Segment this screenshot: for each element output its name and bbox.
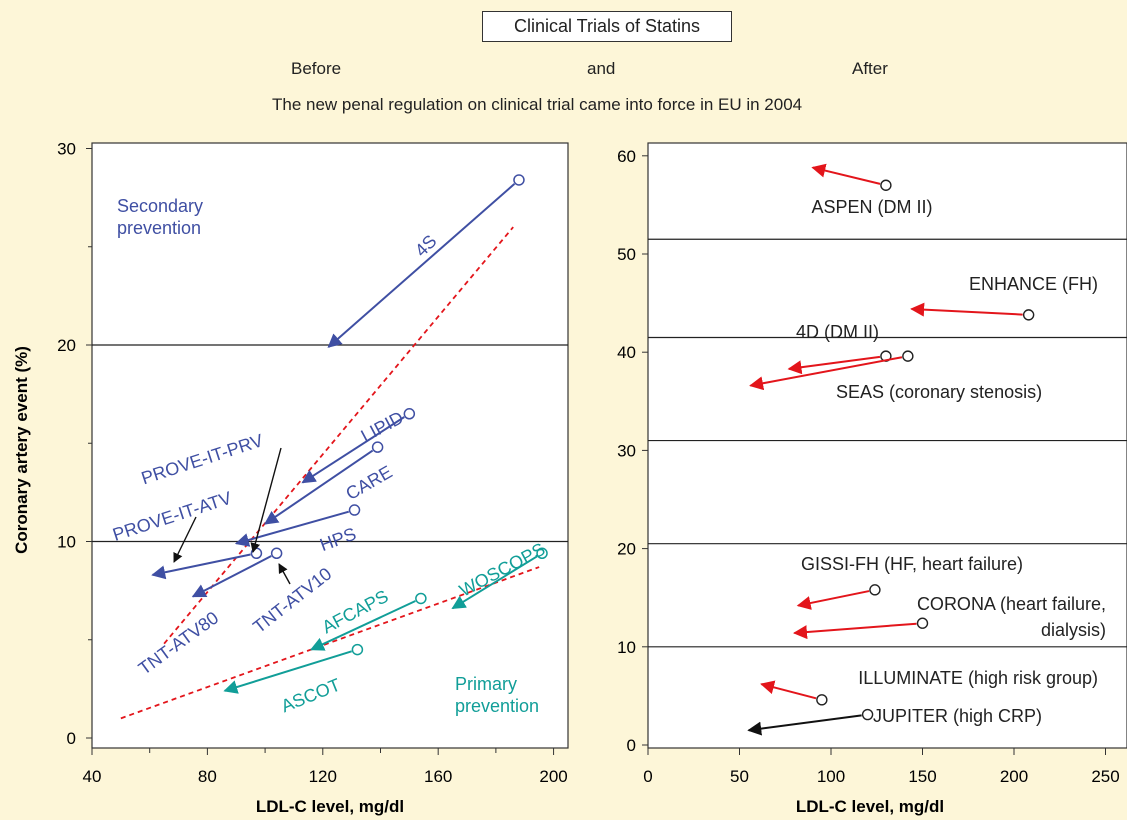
y-tick-label: 10: [57, 533, 76, 552]
x-tick-label: 150: [908, 767, 936, 786]
x-tick-label: 160: [424, 767, 452, 786]
trial-arrow: [327, 183, 516, 348]
label-pointer-arrow: [250, 447, 282, 553]
fit-line-secondary: [163, 226, 514, 645]
trial-point: [536, 547, 548, 560]
trial-point: [880, 179, 892, 191]
trial-arrow: [787, 355, 881, 375]
x-tick-label: 0: [643, 767, 652, 786]
trial-label: SEAS (coronary stenosis): [836, 382, 1042, 402]
trial-arrow: [749, 356, 903, 391]
trial-arrow: [234, 510, 350, 547]
left-y-axis-label: Coronary artery event (%): [12, 346, 31, 554]
trial-arrow: [191, 555, 272, 598]
after-label: After: [852, 59, 888, 78]
trial-point: [415, 592, 427, 605]
fit-line-primary: [120, 566, 540, 720]
trial-point: [351, 643, 364, 656]
trial-arrow: [910, 302, 1023, 317]
trial-seas: SEAS (coronary stenosis): [749, 350, 1042, 402]
trial-point: [861, 708, 874, 721]
primary-prevention-label: Primary prevention: [455, 674, 539, 716]
left-plot-area: [91, 142, 569, 749]
trial-label: CORONA (heart failure,: [917, 594, 1106, 614]
trial-point: [371, 441, 384, 453]
trial-label: ASPEN (DM II): [811, 197, 932, 217]
label-pointer-arrow: [173, 516, 197, 563]
trial-arrow: [747, 714, 862, 736]
left-x-axis-label: LDL-C level, mg/dl: [256, 797, 404, 816]
trial-arrow: [451, 555, 538, 610]
y-tick-label: 60: [617, 147, 636, 166]
label-pointer-arrow: [278, 563, 291, 585]
x-tick-label: 40: [83, 767, 102, 786]
trial-label: ILLUMINATE (high risk group): [858, 668, 1098, 688]
trial-arrow: [309, 600, 416, 651]
y-tick-label: 10: [617, 638, 636, 657]
trial-point: [403, 408, 416, 420]
and-label: and: [587, 59, 616, 78]
trial-arrow: [760, 680, 817, 700]
trial-label: JUPITER (high CRP): [873, 706, 1042, 726]
trial-point: [816, 694, 828, 706]
before-label: Before: [291, 59, 342, 78]
trial-jupiter: JUPITER (high CRP): [747, 706, 1042, 736]
trial-4d: 4D (DM II): [787, 322, 892, 375]
x-tick-label: 80: [198, 767, 217, 786]
trial-enhance: ENHANCE (FH): [910, 274, 1098, 321]
trial-corona: CORONA (heart failure, dialysis): [793, 594, 1106, 640]
x-tick-label: 100: [817, 767, 845, 786]
y-tick-label: 20: [57, 336, 76, 355]
trial-point: [869, 584, 881, 596]
right-chart: 0 50 100 150 200 250 0 10 20 30 40 50 60 ASPEN (DM II…: [617, 147, 1127, 786]
trial-point: [916, 617, 929, 629]
trial-arrow: [793, 622, 917, 640]
trial-arrow: [301, 416, 405, 484]
right-x-axis-label: LDL-C level, mg/dl: [796, 797, 944, 816]
secondary-prevention-label: Secondary prevention: [117, 196, 203, 238]
right-plot-area: [647, 142, 1127, 749]
x-tick-label: 50: [730, 767, 749, 786]
trial-arrow: [811, 163, 881, 185]
chart-title: Clinical Trials of Statins: [482, 11, 732, 42]
y-tick-label: 50: [617, 245, 636, 264]
x-tick-label: 250: [1091, 767, 1119, 786]
y-tick-label: 0: [67, 729, 76, 748]
trial-label: ENHANCE (FH): [969, 274, 1098, 294]
trial-label: 4D (DM II): [796, 322, 879, 342]
x-tick-label: 200: [1000, 767, 1028, 786]
y-tick-label: 30: [57, 140, 76, 159]
trial-label: GISSI-FH (HF, heart failure): [801, 554, 1023, 574]
trial-point: [270, 547, 283, 560]
y-tick-label: 40: [617, 343, 636, 362]
trial-point: [902, 350, 914, 362]
trial-aspen: ASPEN (DM II): [811, 163, 933, 217]
y-tick-label: 20: [617, 540, 636, 559]
trial-arrow: [151, 553, 251, 580]
y-tick-label: 0: [627, 736, 636, 755]
trial-point: [1022, 309, 1035, 321]
trial-arrow: [263, 449, 374, 525]
trial-arrow: [223, 650, 352, 694]
trial-illuminate: ILLUMINATE (high risk group): [760, 668, 1098, 706]
subtitle: The new penal regulation on clinical tri…: [272, 95, 803, 114]
trial-label: dialysis): [1041, 620, 1106, 640]
x-tick-label: 200: [539, 767, 567, 786]
trial-point: [348, 504, 361, 516]
x-tick-label: 120: [309, 767, 337, 786]
y-tick-label: 30: [617, 441, 636, 460]
trial-gissi-fh: GISSI-FH (HF, heart failure): [796, 554, 1023, 610]
trial-point: [513, 174, 525, 186]
trial-arrow: [796, 590, 870, 610]
